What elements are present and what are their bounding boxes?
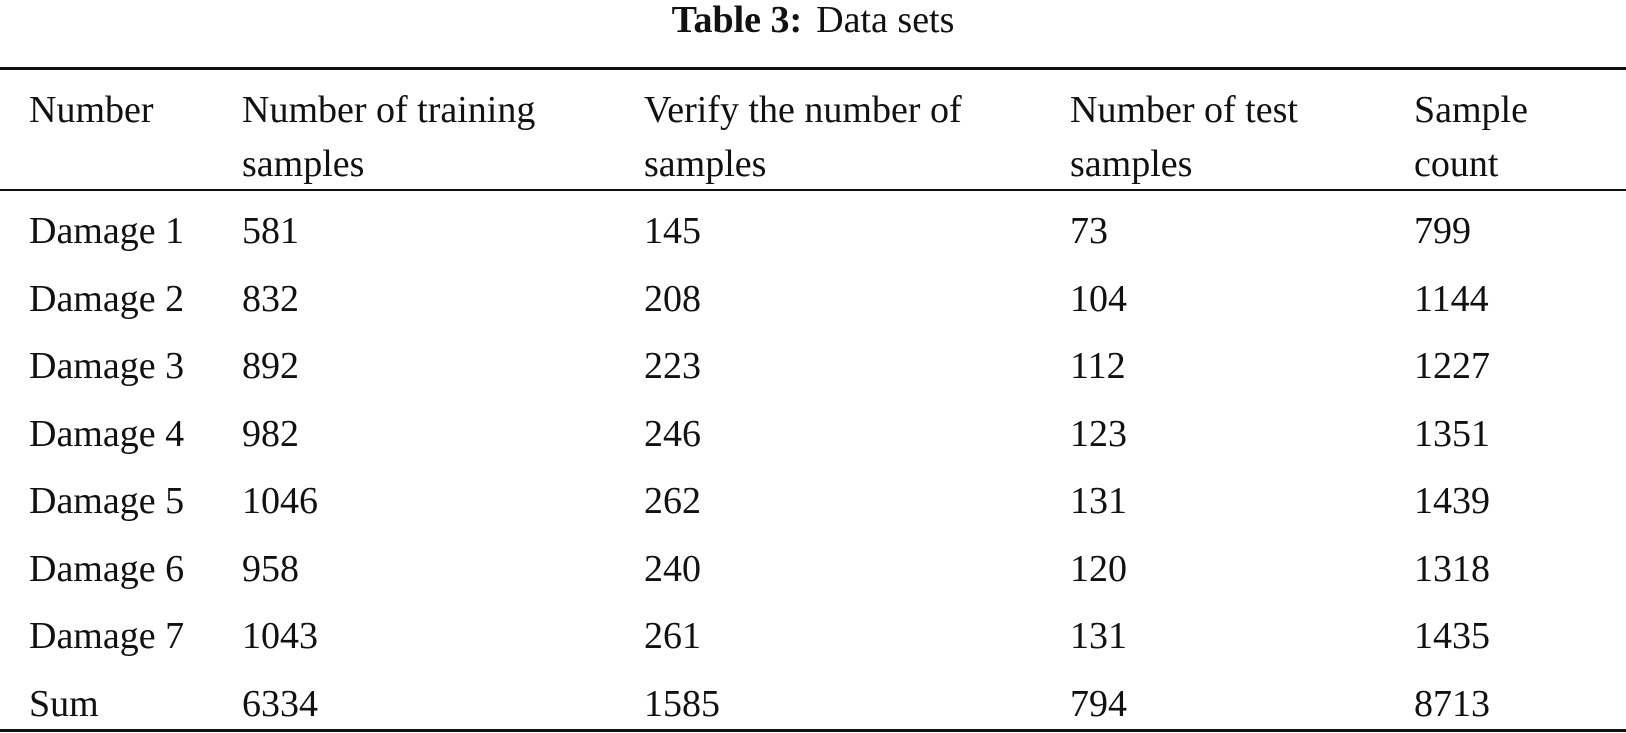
- header-cell: Sample count: [1414, 89, 1528, 185]
- table-cell: 120: [1070, 547, 1127, 590]
- table-cell: 581: [242, 210, 299, 252]
- header-cell: Verify the number of samples: [644, 89, 962, 185]
- row-label: Damage 5: [29, 480, 185, 522]
- row-label: Damage 4: [29, 412, 185, 455]
- table-cell: 104: [1070, 277, 1127, 320]
- table-cell: 73: [1070, 210, 1108, 252]
- table-cell: 112: [1070, 345, 1126, 387]
- table-cell: 6334: [242, 682, 318, 725]
- table-cell: 1435: [1414, 615, 1490, 657]
- row-label: Sum: [29, 682, 99, 725]
- header-cell: Number of training samples: [242, 89, 536, 185]
- table-cell: 1318: [1414, 547, 1490, 590]
- row-label: Damage 3: [29, 345, 185, 387]
- table-cell: 8713: [1414, 682, 1490, 725]
- table-cell: 131: [1070, 480, 1127, 522]
- caption-text: Data sets: [816, 0, 955, 41]
- table-cell: 208: [644, 277, 701, 320]
- table-cell: 1439: [1414, 480, 1490, 522]
- table-cell: 794: [1070, 682, 1127, 725]
- table-cell: 131: [1070, 615, 1127, 657]
- table-cell: 892: [242, 345, 299, 387]
- table-cell: 145: [644, 210, 701, 252]
- table-cell: 123: [1070, 412, 1127, 455]
- table-cell: 1585: [644, 682, 720, 725]
- header-cell: Number: [29, 89, 154, 131]
- table-cell: 246: [644, 412, 701, 455]
- table-cell: 1043: [242, 615, 318, 657]
- header-rule: [0, 189, 1626, 191]
- table-cell: 982: [242, 412, 299, 455]
- top-rule: [0, 67, 1626, 70]
- table-cell: 958: [242, 547, 299, 590]
- row-label: Damage 1: [29, 210, 185, 252]
- row-label: Damage 6: [29, 547, 185, 590]
- table-cell: 1046: [242, 480, 318, 522]
- table-cell: 240: [644, 547, 701, 590]
- table-cell: 262: [644, 480, 701, 522]
- caption-label: Table 3:: [671, 0, 803, 41]
- table-cell: 1351: [1414, 412, 1490, 455]
- table-cell: 1227: [1414, 345, 1490, 387]
- table-cell: 261: [644, 615, 701, 657]
- row-label: Damage 2: [29, 277, 185, 320]
- row-label: Damage 7: [29, 615, 185, 657]
- caption: Table 3: Data sets: [0, 0, 1626, 40]
- bottom-rule: [0, 729, 1626, 732]
- table-cell: 1144: [1414, 277, 1489, 320]
- table-cell: 832: [242, 277, 299, 320]
- table-cell: 223: [644, 345, 701, 387]
- header-cell: Number of test samples: [1070, 89, 1298, 185]
- table-cell: 799: [1414, 210, 1471, 252]
